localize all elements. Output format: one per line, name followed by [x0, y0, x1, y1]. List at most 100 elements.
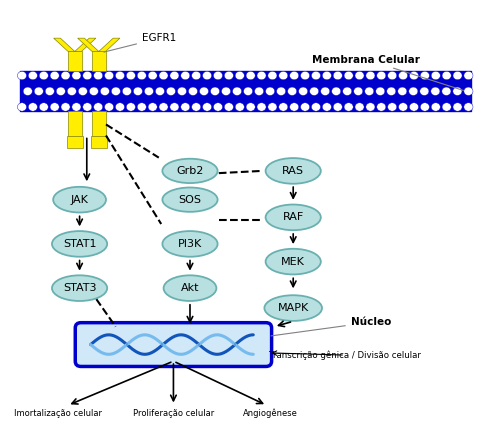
- Text: PI3K: PI3K: [178, 239, 202, 249]
- Circle shape: [61, 71, 70, 80]
- Circle shape: [268, 103, 277, 111]
- Text: Grb2: Grb2: [176, 166, 203, 176]
- Circle shape: [116, 103, 124, 111]
- Circle shape: [301, 71, 310, 80]
- Circle shape: [192, 71, 201, 80]
- Circle shape: [355, 71, 364, 80]
- Circle shape: [159, 103, 168, 111]
- Circle shape: [377, 71, 386, 80]
- Circle shape: [343, 87, 352, 95]
- Bar: [68, 52, 81, 71]
- Circle shape: [377, 103, 386, 111]
- Circle shape: [89, 87, 99, 95]
- Ellipse shape: [53, 187, 106, 212]
- Circle shape: [279, 71, 288, 80]
- Text: Imortalização celular: Imortalização celular: [14, 409, 102, 418]
- Text: RAF: RAF: [283, 212, 304, 222]
- Circle shape: [72, 71, 81, 80]
- Circle shape: [322, 71, 331, 80]
- Text: Akt: Akt: [181, 283, 199, 293]
- Circle shape: [148, 103, 157, 111]
- Circle shape: [255, 87, 264, 95]
- Ellipse shape: [163, 159, 218, 183]
- Ellipse shape: [163, 276, 216, 301]
- Circle shape: [409, 87, 418, 95]
- Ellipse shape: [265, 158, 321, 184]
- Circle shape: [299, 87, 308, 95]
- Text: Núcleo: Núcleo: [271, 317, 391, 336]
- Ellipse shape: [163, 188, 218, 212]
- Circle shape: [213, 71, 223, 80]
- Polygon shape: [75, 38, 96, 52]
- Circle shape: [464, 71, 473, 80]
- Ellipse shape: [264, 295, 322, 321]
- Circle shape: [83, 103, 92, 111]
- Circle shape: [159, 71, 168, 80]
- Circle shape: [56, 87, 65, 95]
- Circle shape: [213, 103, 223, 111]
- Circle shape: [155, 87, 164, 95]
- Circle shape: [78, 87, 87, 95]
- Circle shape: [409, 103, 419, 111]
- Circle shape: [28, 103, 38, 111]
- Circle shape: [257, 103, 266, 111]
- Bar: [68, 111, 81, 135]
- Circle shape: [192, 103, 201, 111]
- Circle shape: [126, 71, 136, 80]
- Bar: [92, 111, 105, 135]
- Circle shape: [453, 87, 462, 95]
- Circle shape: [442, 103, 451, 111]
- Circle shape: [332, 87, 341, 95]
- Circle shape: [104, 71, 114, 80]
- Polygon shape: [54, 38, 75, 52]
- Circle shape: [420, 87, 429, 95]
- Circle shape: [170, 71, 179, 80]
- Circle shape: [94, 103, 103, 111]
- Circle shape: [365, 87, 374, 95]
- Circle shape: [200, 87, 208, 95]
- Circle shape: [301, 103, 310, 111]
- Ellipse shape: [52, 231, 107, 257]
- Ellipse shape: [265, 249, 321, 275]
- Circle shape: [354, 87, 363, 95]
- Circle shape: [387, 103, 397, 111]
- Circle shape: [464, 87, 473, 95]
- Circle shape: [144, 87, 154, 95]
- Text: STAT3: STAT3: [63, 283, 96, 293]
- Text: Proliferação celular: Proliferação celular: [133, 409, 214, 418]
- Circle shape: [453, 103, 462, 111]
- Circle shape: [333, 71, 342, 80]
- Circle shape: [224, 103, 233, 111]
- Circle shape: [39, 103, 48, 111]
- Circle shape: [50, 71, 59, 80]
- Circle shape: [45, 87, 54, 95]
- Circle shape: [178, 87, 186, 95]
- Circle shape: [309, 87, 319, 95]
- Text: SOS: SOS: [179, 195, 202, 205]
- Circle shape: [387, 71, 397, 80]
- Circle shape: [148, 71, 157, 80]
- Circle shape: [203, 103, 212, 111]
- Circle shape: [18, 103, 26, 111]
- Circle shape: [181, 103, 190, 111]
- Circle shape: [50, 103, 59, 111]
- Circle shape: [18, 71, 26, 80]
- Circle shape: [23, 87, 32, 95]
- Circle shape: [279, 103, 288, 111]
- Circle shape: [399, 103, 407, 111]
- Circle shape: [442, 87, 451, 95]
- Text: MEK: MEK: [281, 257, 305, 267]
- Circle shape: [453, 71, 462, 80]
- Text: EGFR1: EGFR1: [104, 33, 176, 52]
- Circle shape: [166, 87, 176, 95]
- FancyBboxPatch shape: [75, 323, 272, 366]
- Circle shape: [232, 87, 242, 95]
- Circle shape: [101, 87, 109, 95]
- Circle shape: [431, 103, 440, 111]
- Circle shape: [126, 103, 136, 111]
- Circle shape: [210, 87, 220, 95]
- Circle shape: [287, 87, 297, 95]
- Circle shape: [246, 103, 255, 111]
- Circle shape: [376, 87, 385, 95]
- Circle shape: [111, 87, 121, 95]
